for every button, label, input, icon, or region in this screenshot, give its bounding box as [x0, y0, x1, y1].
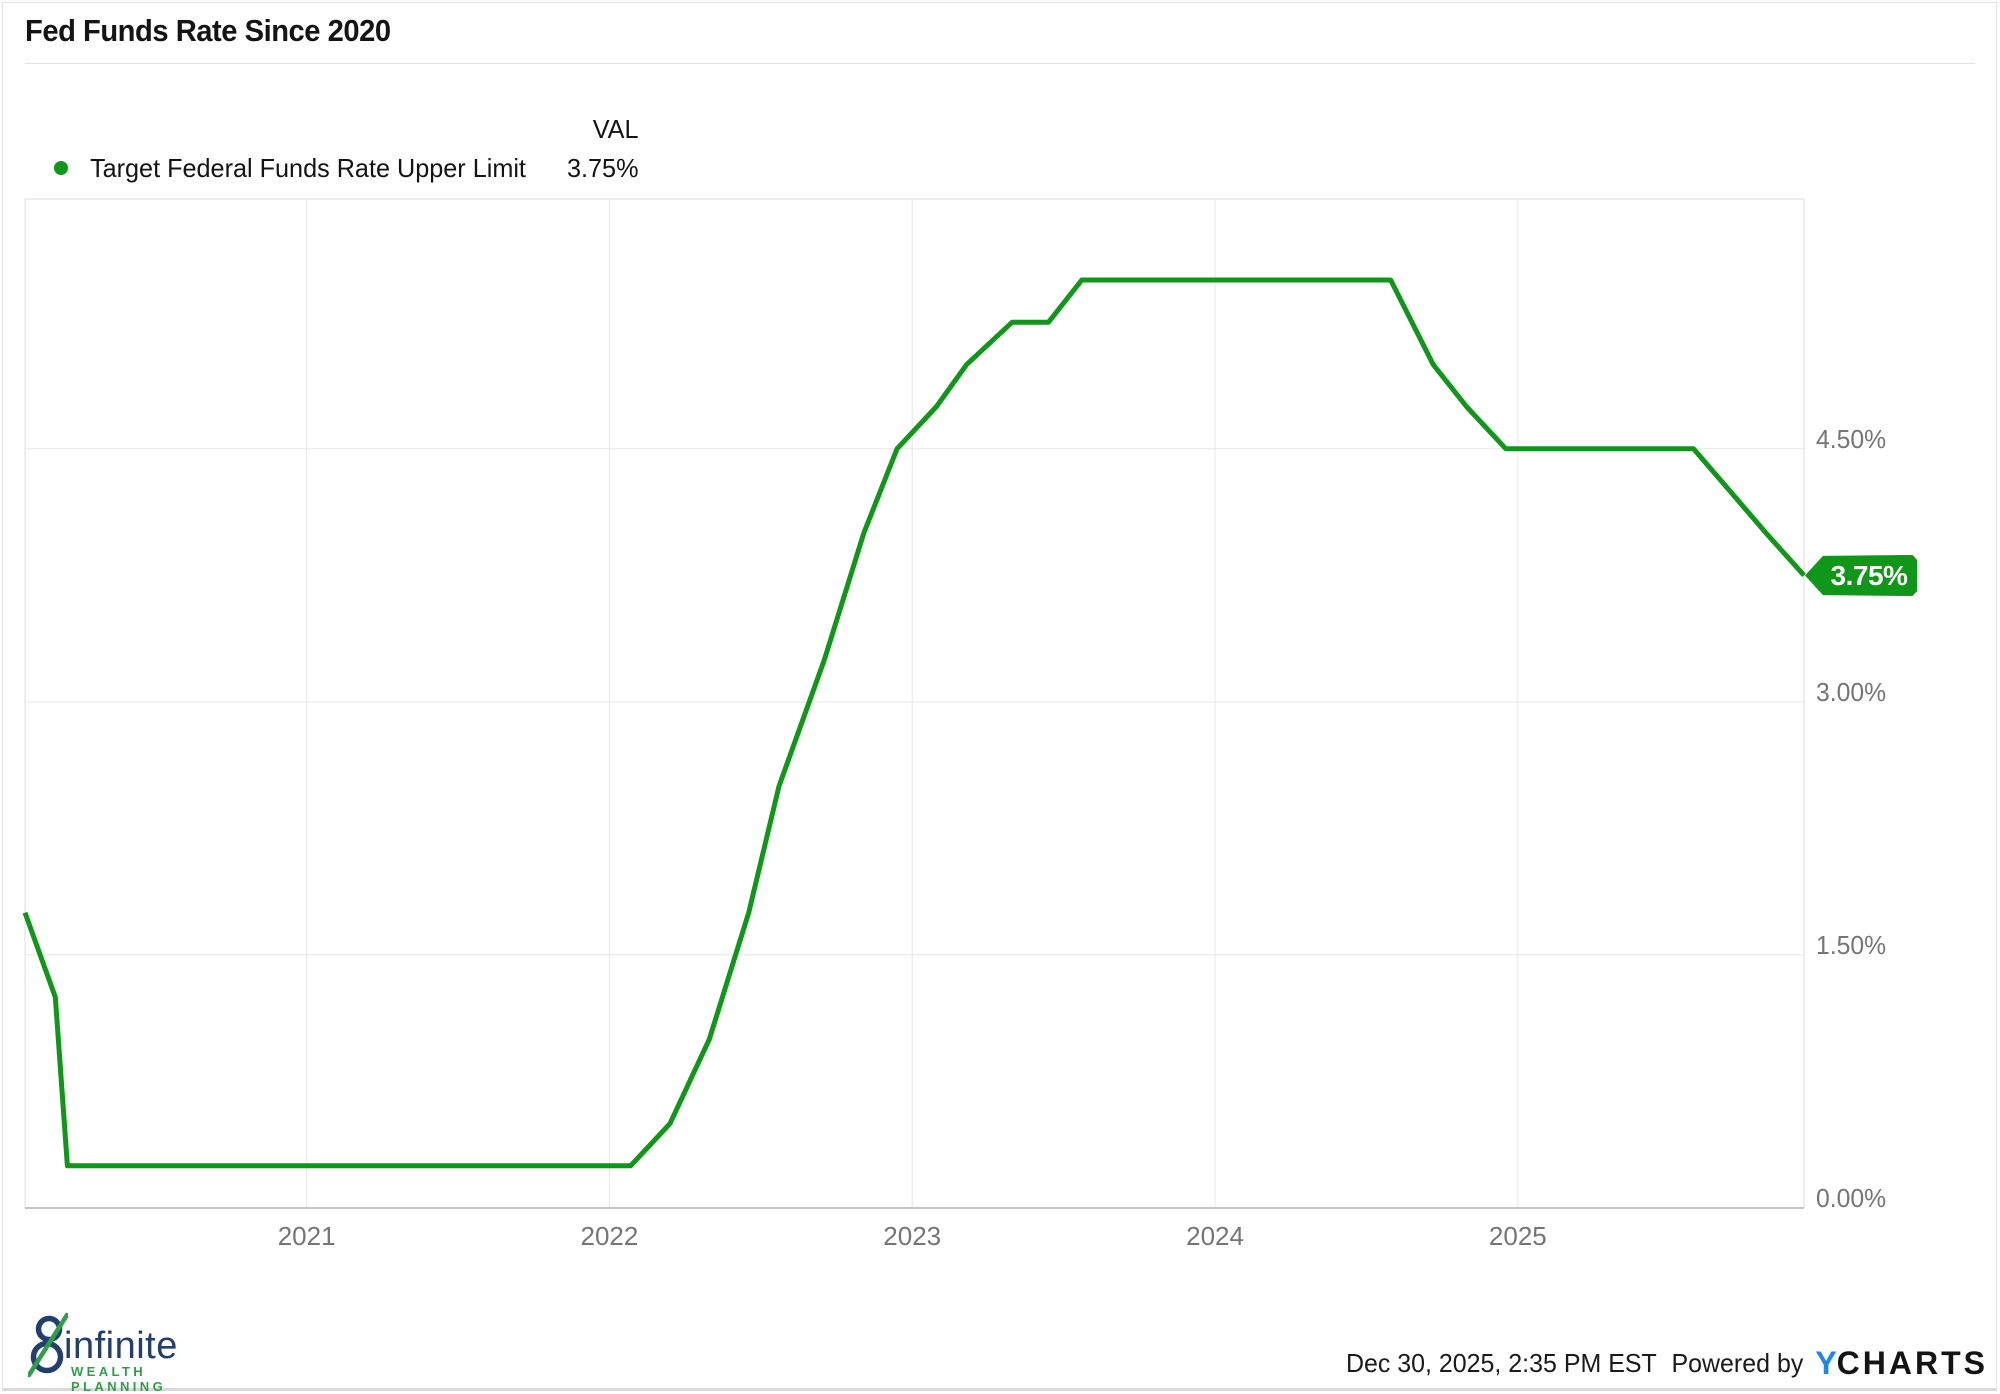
- footer-attribution: Dec 30, 2025, 2:35 PM EST Powered by Y CH…: [1333, 1344, 1988, 1382]
- y-axis-label-0-00: 0.00%: [1816, 1183, 1887, 1213]
- y-axis-label-3-00: 3.00%: [1816, 676, 1887, 707]
- x-axis-label-2024: 2024: [1186, 1221, 1244, 1251]
- timestamp-text: Dec 30, 2025, 2:35 PM EST: [1346, 1347, 1658, 1378]
- x-axis-label-2021: 2021: [277, 1221, 336, 1251]
- x-axis-label-2023: 2023: [883, 1221, 942, 1251]
- ycharts-logo[interactable]: Y CHARTS: [1815, 1345, 1988, 1382]
- y-axis-label-1-50: 1.50%: [1816, 929, 1887, 960]
- x-axis-label-2025: 2025: [1488, 1221, 1547, 1251]
- logo-tagline-text: WEALTH PLANNING: [71, 1364, 167, 1394]
- plot-area[interactable]: [25, 199, 1804, 1208]
- infinity-dollar-icon: [28, 1312, 68, 1378]
- legend-series-value: 3.75%: [566, 153, 639, 183]
- logo-name-text: infinite: [64, 1325, 178, 1367]
- infinite-wealth-planning-logo: infinite WEALTH PLANNING: [28, 1311, 248, 1394]
- ycharts-logo-charts: CHARTS: [1836, 1344, 1988, 1381]
- legend-series-dot: [54, 161, 68, 175]
- ycharts-logo-y: Y: [1815, 1344, 1837, 1381]
- powered-by-text: Powered by: [1671, 1347, 1804, 1378]
- x-axis-label-2022: 2022: [580, 1221, 639, 1251]
- legend-series-label: Target Federal Funds Rate Upper Limit: [90, 153, 526, 183]
- legend-val-header: VAL: [592, 114, 639, 144]
- y-axis-label-4-50: 4.50%: [1816, 423, 1887, 454]
- current-value-badge: 3.75%: [1805, 555, 1917, 596]
- title-divider: [25, 63, 1975, 64]
- chart-title: Fed Funds Rate Since 2020: [25, 13, 391, 48]
